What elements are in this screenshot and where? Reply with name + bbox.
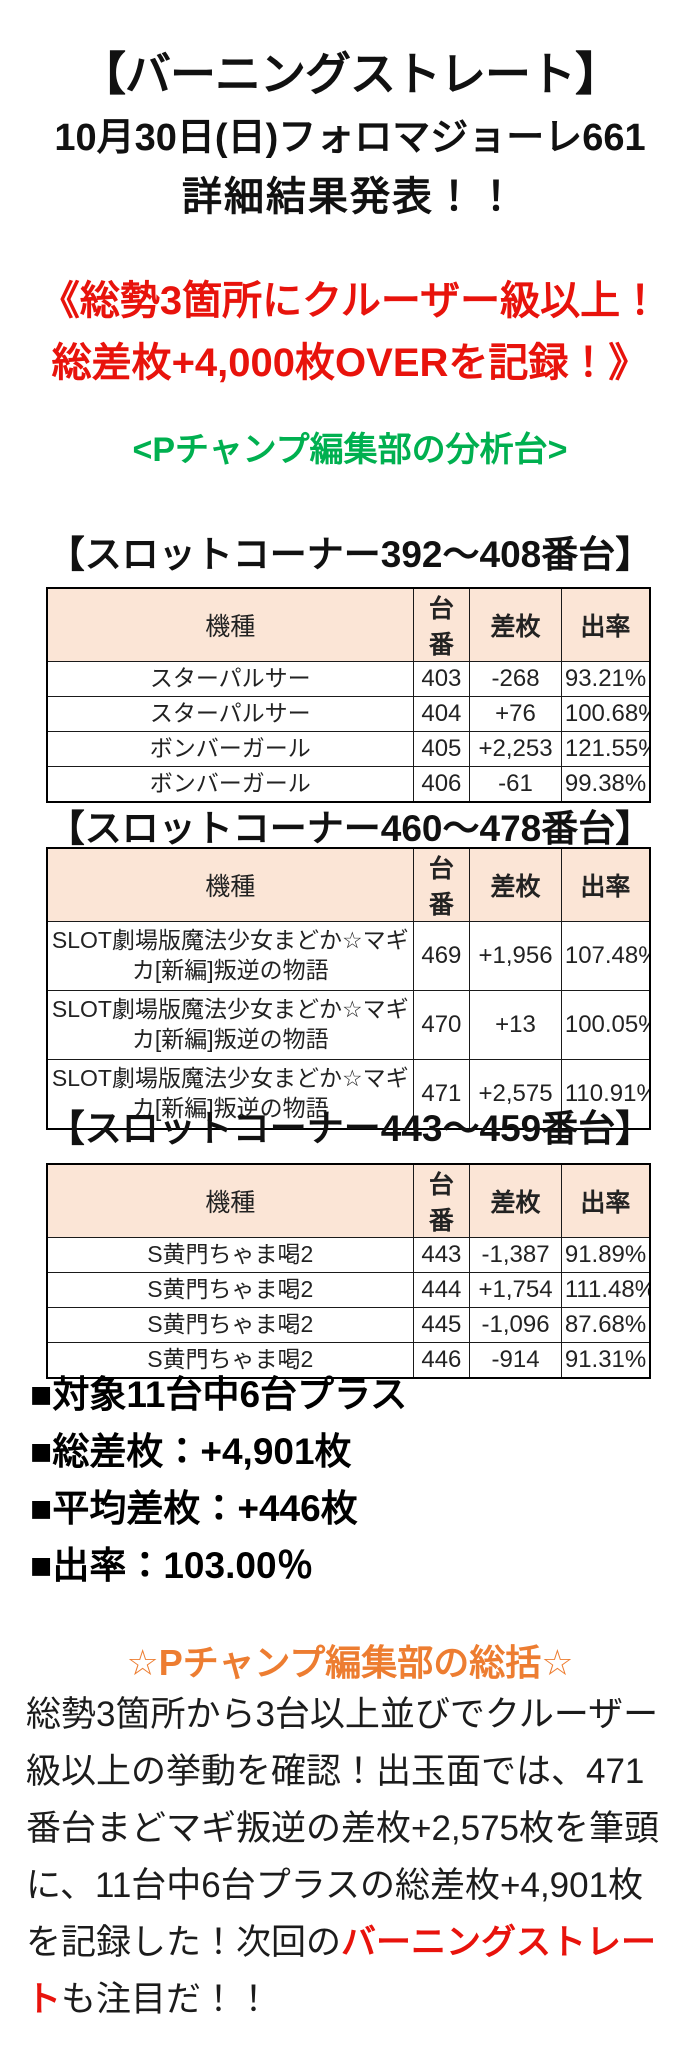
section-heading-443-459: 【スロットコーナー443〜459番台】	[47, 1108, 653, 1149]
table-cell: +13	[469, 990, 562, 1060]
highlight-line-1: 《総勢3箇所にクルーザー級以上！	[39, 279, 661, 323]
table-cell: 111.48%	[560, 1272, 651, 1308]
table-cell: 471	[412, 1059, 471, 1130]
table-cell: -268	[469, 661, 562, 697]
table-cell: 469	[412, 921, 471, 991]
table-header-cell: 差枚	[469, 1163, 562, 1238]
table-header-cell: 出率	[560, 1163, 651, 1238]
analysis-desk-label: <Pチャンプ編集部の分析台>	[132, 431, 568, 469]
data-table: 機種 台番 差枚 出率 S黄門ちゃま喝2 443 -1,387 91.89% S黄門ちゃま喝2 4…	[46, 1163, 651, 1379]
table-row: SLOT劇場版魔法少女まどか☆マギカ[新編]叛逆の物語 469 +1,956 107.…	[46, 921, 651, 991]
paragraph-text-after: も注目だ！！	[61, 1980, 272, 2019]
table-header-cell: 機種	[46, 587, 414, 662]
table-row: ボンバーガール 406 -61 99.38%	[46, 766, 651, 803]
table-row: SLOT劇場版魔法少女まどか☆マギカ[新編]叛逆の物語 471 +2,575 110.…	[46, 1059, 651, 1130]
summary-line: ■対象11台中6台プラス	[30, 1374, 408, 1415]
event-date-subtitle: 10月30日(日)フォロマジョーレ661	[54, 117, 646, 159]
section-heading-460-478: 【スロットコーナー460〜478番台】	[47, 808, 653, 849]
table-cell: 403	[412, 661, 471, 697]
table-cell: 110.91%	[560, 1059, 651, 1130]
table-cell: 93.21%	[560, 661, 651, 697]
summary-line: ■出率：103.00％	[30, 1545, 314, 1586]
table-header-cell: 差枚	[469, 587, 562, 662]
paragraph-text-before: 総勢3箇所から3台以上並びでクルーザー級以上の挙動を確認！出玉面では、471番台…	[26, 1695, 660, 1962]
table-cell: 100.05%	[560, 990, 651, 1060]
table-cell: -1,387	[469, 1237, 562, 1273]
table-cell: -61	[469, 766, 562, 803]
table-cell: 405	[412, 731, 471, 767]
table-cell: 443	[412, 1237, 471, 1273]
table-cell: 445	[412, 1307, 471, 1343]
table-header-cell: 台番	[412, 847, 471, 922]
data-table: 機種 台番 差枚 出率 SLOT劇場版魔法少女まどか☆マギカ[新編]叛逆の物語 469 +1…	[46, 847, 651, 1130]
table-cell: 404	[412, 696, 471, 732]
editorial-summary-paragraph: 総勢3箇所から3台以上並びでクルーザー級以上の挙動を確認！出玉面では、471番台…	[26, 1686, 674, 2028]
summary-line: ■平均差枚：+446枚	[30, 1488, 358, 1529]
table-cell: 87.68%	[560, 1307, 651, 1343]
table-cell: 406	[412, 766, 471, 803]
results-table-460-478: 機種 台番 差枚 出率 SLOT劇場版魔法少女まどか☆マギカ[新編]叛逆の物語 469 +1…	[46, 847, 651, 1130]
table-cell: S黄門ちゃま喝2	[46, 1237, 414, 1273]
table-cell: 99.38%	[560, 766, 651, 803]
table-cell: -1,096	[469, 1307, 562, 1343]
table-header-cell: 台番	[412, 587, 471, 662]
table-header-cell: 機種	[46, 847, 414, 922]
table-cell: +2,253	[469, 731, 562, 767]
table-header-cell: 出率	[560, 847, 651, 922]
summary-line: ■総差枚：+4,901枚	[30, 1431, 352, 1472]
table-cell: S黄門ちゃま喝2	[46, 1272, 414, 1308]
table-header-cell: 台番	[412, 1163, 471, 1238]
table-row: S黄門ちゃま喝2 446 -914 91.31%	[46, 1342, 651, 1379]
page-title: 【バーニングストレート】	[80, 48, 621, 100]
table-cell: SLOT劇場版魔法少女まどか☆マギカ[新編]叛逆の物語	[46, 1059, 414, 1130]
table-cell: スターパルサー	[46, 661, 414, 697]
table-cell: +2,575	[469, 1059, 562, 1130]
summary-block: ■対象11台中6台プラス ■総差枚：+4,901枚 ■平均差枚：+446枚 ■出率：1…	[30, 1366, 690, 1594]
highlight-banner: 《総勢3箇所にクルーザー級以上！ 総差枚+4,000枚OVERを記録！》	[0, 270, 700, 394]
table-cell: 121.55%	[560, 731, 651, 767]
table-header-cell: 差枚	[469, 847, 562, 922]
table-header-cell: 機種	[46, 1163, 414, 1238]
table-cell: スターパルサー	[46, 696, 414, 732]
table-cell: -914	[469, 1342, 562, 1379]
results-table-443-459: 機種 台番 差枚 出率 S黄門ちゃま喝2 443 -1,387 91.89% S黄門ちゃま喝2 4…	[46, 1163, 651, 1379]
table-cell: SLOT劇場版魔法少女まどか☆マギカ[新編]叛逆の物語	[46, 921, 414, 991]
table-row: S黄門ちゃま喝2 444 +1,754 111.48%	[46, 1272, 651, 1308]
table-cell: +1,754	[469, 1272, 562, 1308]
table-row: スターパルサー 403 -268 93.21%	[46, 661, 651, 697]
results-table-392-408: 機種 台番 差枚 出率 スターパルサー 403 -268 93.21% スターパルサー 404 +7…	[46, 587, 651, 803]
table-row: S黄門ちゃま喝2 445 -1,096 87.68%	[46, 1307, 651, 1343]
highlight-line-2: 総差枚+4,000枚OVERを記録！》	[51, 341, 649, 385]
table-cell: ボンバーガール	[46, 731, 414, 767]
table-cell: 91.89%	[560, 1237, 651, 1273]
table-cell: +1,956	[469, 921, 562, 991]
table-cell: 444	[412, 1272, 471, 1308]
table-cell: ボンバーガール	[46, 766, 414, 803]
table-cell: 446	[412, 1342, 471, 1379]
table-header-cell: 出率	[560, 587, 651, 662]
table-cell: S黄門ちゃま喝2	[46, 1307, 414, 1343]
results-announcement-subtitle: 詳細結果発表！！	[182, 175, 518, 219]
editorial-summary-heading: ☆Pチャンプ編集部の総括☆	[126, 1642, 574, 1683]
paragraph-text-highlight: バーニングストレート	[26, 1923, 657, 2019]
table-header-row: 機種 台番 差枚 出率	[46, 1163, 651, 1238]
table-cell: SLOT劇場版魔法少女まどか☆マギカ[新編]叛逆の物語	[46, 990, 414, 1060]
table-cell: 470	[412, 990, 471, 1060]
table-cell: S黄門ちゃま喝2	[46, 1342, 414, 1379]
table-cell: 100.68%	[560, 696, 651, 732]
table-header-row: 機種 台番 差枚 出率	[46, 847, 651, 922]
data-table: 機種 台番 差枚 出率 スターパルサー 403 -268 93.21% スターパルサー 404 +7…	[46, 587, 651, 803]
table-row: S黄門ちゃま喝2 443 -1,387 91.89%	[46, 1237, 651, 1273]
table-cell: 91.31%	[560, 1342, 651, 1379]
table-header-row: 機種 台番 差枚 出率	[46, 587, 651, 662]
section-heading-392-408: 【スロットコーナー392〜408番台】	[47, 534, 653, 575]
table-cell: +76	[469, 696, 562, 732]
table-cell: 107.48%	[560, 921, 651, 991]
